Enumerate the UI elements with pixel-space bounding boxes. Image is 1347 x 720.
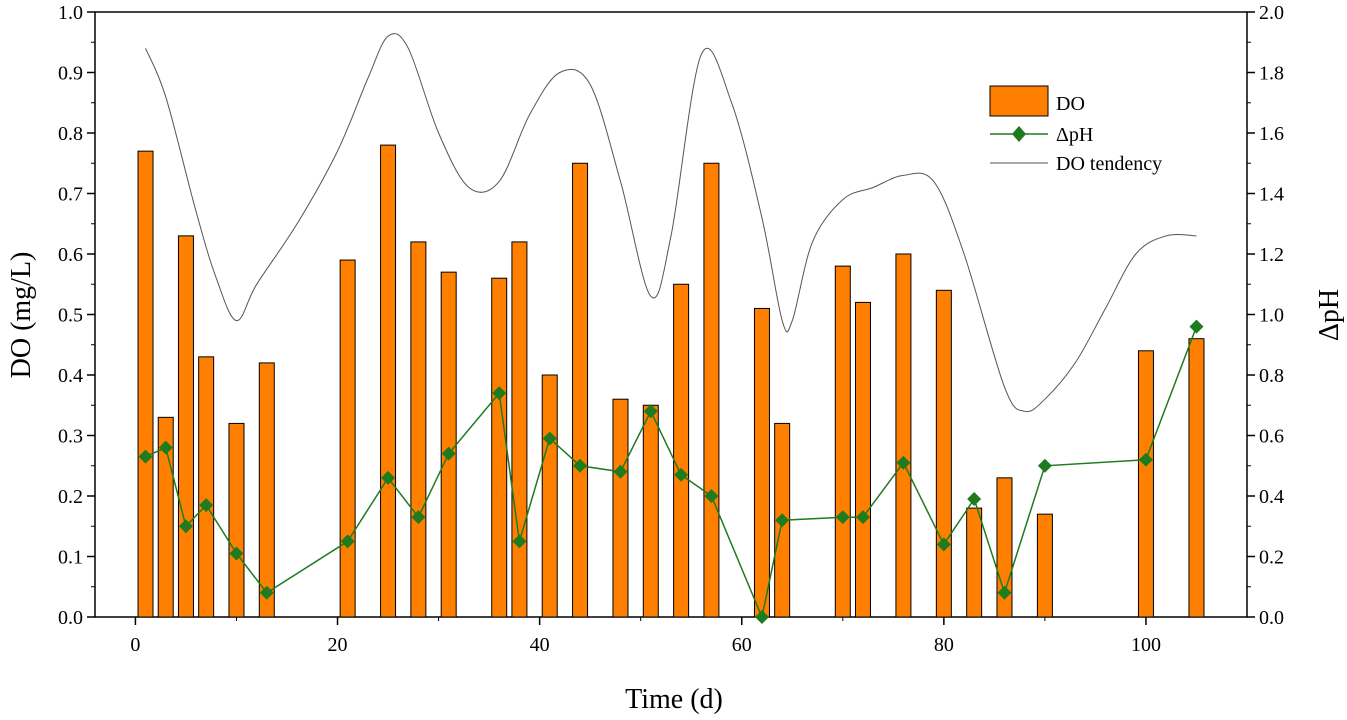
x-tick-label: 0: [130, 634, 140, 656]
do-bar: [572, 162, 589, 618]
dph-point: [138, 449, 153, 464]
dph-point: [340, 534, 355, 549]
legend-label-do: DO: [1056, 93, 1085, 115]
dph-point: [967, 492, 982, 507]
legend-label-tendency: DO tendency: [1056, 153, 1162, 175]
legend-marker-dph: [1012, 126, 1026, 142]
y-axis-right-title: ΔpH: [1314, 289, 1345, 341]
y-right-tick-label: 0.2: [1259, 547, 1284, 569]
do-bar: [440, 271, 457, 618]
do-bar: [1188, 338, 1205, 618]
y-axis-left-title: DO (mg/L): [6, 252, 37, 379]
dph-point: [1037, 458, 1052, 473]
do-bar: [511, 241, 528, 618]
y-left-tick-label: 0.2: [58, 486, 83, 508]
do-bar: [228, 422, 245, 618]
do-bar: [177, 235, 194, 618]
do-bar: [966, 507, 983, 618]
y-left-tick-label: 0.8: [58, 123, 83, 145]
y-left-tick-label: 0.1: [58, 547, 83, 569]
do-bar: [895, 253, 912, 618]
dph-point: [936, 537, 951, 552]
do-tendency-line: [145, 33, 1197, 413]
do-bar: [1137, 350, 1154, 618]
do-bar: [935, 289, 952, 618]
dph-point: [441, 446, 456, 461]
do-bar: [1036, 513, 1053, 618]
x-axis-title: Time (d): [625, 684, 723, 715]
do-bar: [673, 283, 690, 618]
dph-series: [138, 319, 1204, 624]
x-tick-label: 60: [732, 634, 752, 656]
dph-point: [835, 510, 850, 525]
y-left-tick-label: 0.7: [58, 184, 83, 206]
y-right-tick-label: 2.0: [1259, 2, 1284, 24]
x-tick-label: 20: [328, 634, 348, 656]
y-right-tick-label: 0.4: [1259, 486, 1284, 508]
y-right-tick-label: 1.2: [1259, 244, 1284, 266]
y-right-tick-label: 0.0: [1259, 607, 1284, 629]
dph-point: [997, 585, 1012, 600]
y-left-tick-label: 0.0: [58, 607, 83, 629]
dph-point: [199, 498, 214, 513]
do-bar: [258, 362, 275, 618]
dph-point: [542, 431, 557, 446]
x-tick-label: 100: [1131, 634, 1161, 656]
do-bar: [612, 398, 629, 618]
y-right-tick-label: 1.4: [1259, 184, 1284, 206]
legend-label-dph: ΔpH: [1056, 124, 1093, 146]
x-tick-label: 40: [530, 634, 550, 656]
do-bar: [753, 307, 770, 618]
dph-point: [856, 510, 870, 525]
x-tick-label: 80: [934, 634, 954, 656]
do-bar: [410, 241, 427, 618]
do-bar: [491, 277, 508, 618]
y-right-tick-label: 1.8: [1259, 63, 1284, 85]
y-left-tick-label: 0.6: [58, 244, 83, 266]
y-right-tick-label: 0.6: [1259, 426, 1284, 448]
dph-point: [259, 585, 274, 600]
dph-point: [512, 534, 527, 549]
y-right-tick-label: 1.6: [1259, 123, 1284, 145]
dph-point: [1189, 319, 1204, 334]
do-bar: [642, 404, 659, 618]
do-bar: [380, 144, 397, 618]
legend: DO ΔpH DO tendency: [989, 85, 1162, 175]
do-bar: [703, 162, 720, 618]
dph-point: [178, 519, 193, 534]
y-left-tick-label: 0.4: [58, 365, 83, 387]
dph-point: [411, 510, 426, 525]
y-right-tick-label: 1.0: [1259, 305, 1284, 327]
do-bar: [137, 150, 154, 618]
dph-point: [381, 470, 396, 485]
do-bar: [855, 301, 871, 618]
dph-point: [704, 489, 719, 503]
dph-point: [674, 467, 689, 482]
y-left-tick-label: 1.0: [58, 2, 83, 24]
dph-point: [573, 458, 588, 473]
dph-point: [229, 546, 244, 561]
axes: 0 20 40 60 80 100 0.0 0.1 0.2 0.3 0.4 0.5 0.6 0.7 0.8 0…: [58, 2, 1284, 656]
do-tendency-curve: [145, 33, 1197, 413]
dph-point: [158, 440, 173, 455]
dph-point: [896, 455, 911, 470]
y-left-tick-label: 0.3: [58, 426, 83, 448]
do-bar: [157, 416, 174, 618]
do-bar: [541, 374, 558, 618]
legend-swatch-do: [989, 85, 1049, 117]
dph-point: [754, 610, 769, 624]
dph-point: [492, 386, 507, 401]
dph-point: [1138, 452, 1153, 467]
dph-point: [643, 404, 658, 419]
dph-point: [775, 513, 790, 528]
do-bars: [137, 144, 1205, 618]
do-bar: [198, 356, 215, 618]
do-bar: [339, 259, 356, 618]
do-bar: [834, 265, 851, 618]
dph-point: [613, 464, 628, 479]
y-left-tick-label: 0.5: [58, 305, 83, 327]
y-right-tick-label: 0.8: [1259, 365, 1284, 387]
y-left-tick-label: 0.9: [58, 63, 83, 85]
